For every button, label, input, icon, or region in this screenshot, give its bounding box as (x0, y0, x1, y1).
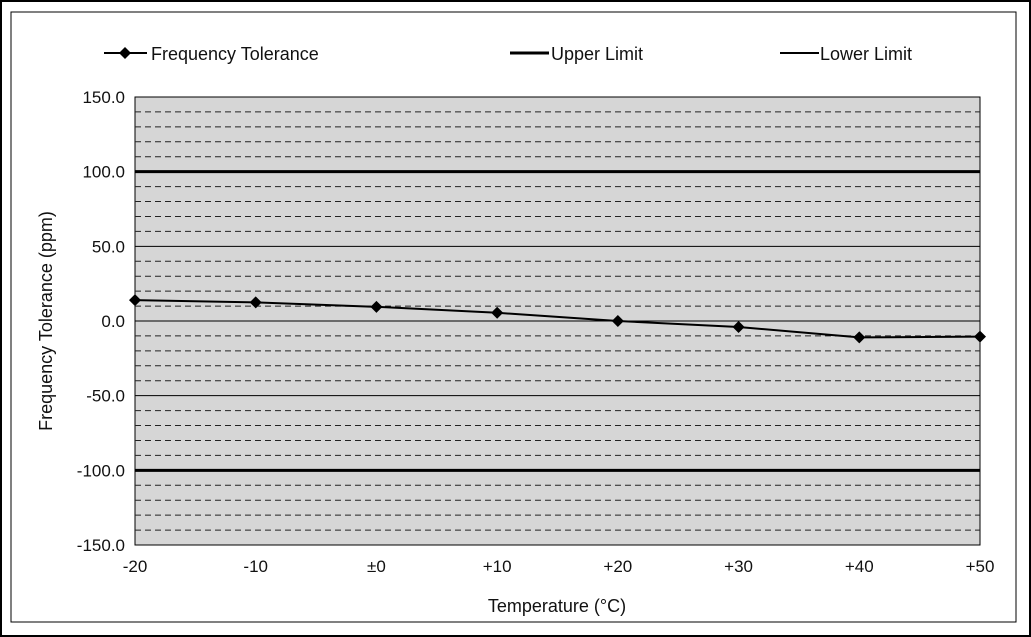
y-tick-label: 100.0 (82, 163, 125, 182)
y-tick-label: 50.0 (92, 237, 125, 256)
data-point (974, 330, 986, 343)
series-layer (129, 170, 986, 472)
legend-item-frequency-tolerance: Frequency Tolerance (104, 44, 319, 64)
data-point (129, 294, 141, 307)
x-tick-label: +40 (845, 557, 874, 576)
series-line-frequency-tolerance (134, 299, 981, 339)
data-point (853, 331, 866, 344)
major-grid (135, 245, 980, 397)
data-point (732, 320, 745, 333)
data-point (611, 315, 624, 327)
y-tick-label: -150.0 (77, 536, 125, 555)
data-point (249, 296, 262, 309)
x-tick-label: -10 (243, 557, 268, 576)
minor-grid (135, 111, 980, 531)
legend: Frequency Tolerance Upper Limit Lower Li… (104, 44, 912, 64)
legend-label-lower-limit: Lower Limit (820, 44, 912, 64)
x-tick-label: +50 (966, 557, 995, 576)
y-axis-title: Frequency Tolerance (ppm) (36, 211, 56, 431)
x-axis-title: Temperature (°C) (488, 596, 626, 616)
data-point (491, 306, 504, 319)
x-axis-ticks: -20 -10 ±0 +10 +20 +30 +40 +50 (123, 557, 995, 576)
legend-label-frequency-tolerance: Frequency Tolerance (151, 44, 319, 64)
data-point (370, 300, 383, 313)
x-tick-label: -20 (123, 557, 148, 576)
legend-marker-diamond (119, 47, 131, 59)
legend-item-lower-limit: Lower Limit (780, 44, 912, 64)
x-tick-label: +30 (724, 557, 753, 576)
y-tick-label: 150.0 (82, 88, 125, 107)
y-tick-label: -100.0 (77, 461, 125, 480)
x-tick-label: ±0 (367, 557, 386, 576)
legend-item-upper-limit: Upper Limit (510, 44, 643, 64)
y-tick-label: 0.0 (101, 312, 125, 331)
y-axis-ticks: 150.0 100.0 50.0 0.0 -50.0 -100.0 -150.0 (77, 88, 125, 555)
y-tick-label: -50.0 (86, 387, 125, 406)
x-tick-label: +10 (483, 557, 512, 576)
x-tick-label: +20 (603, 557, 632, 576)
legend-label-upper-limit: Upper Limit (551, 44, 643, 64)
